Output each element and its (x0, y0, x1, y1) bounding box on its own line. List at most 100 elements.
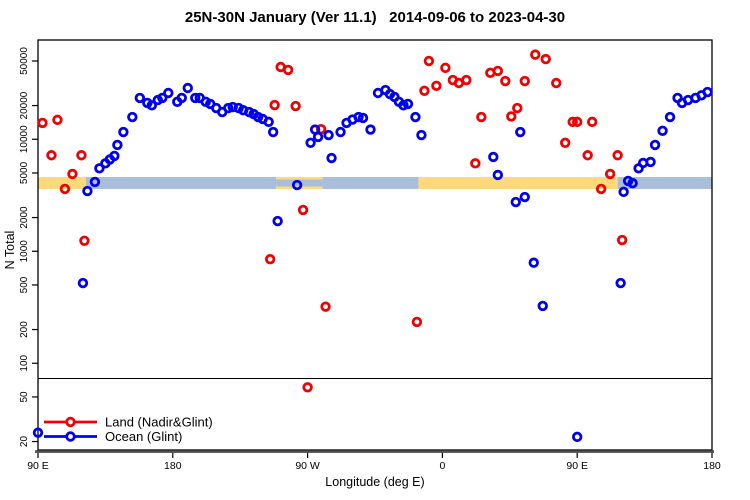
x-axis-title: Longitude (deg E) (325, 475, 425, 489)
ocean-point (127, 111, 138, 123)
land-point (46, 150, 57, 161)
land-point (79, 235, 90, 246)
land-point (512, 102, 523, 114)
ocean-point (537, 300, 548, 312)
ocean-point (410, 111, 421, 123)
land-point (269, 99, 280, 111)
y-tick-label: 10000 (19, 125, 30, 153)
ocean-point (134, 92, 146, 104)
land-point (470, 158, 481, 169)
land-point (530, 49, 541, 60)
y-tick-label: 1000 (19, 240, 30, 263)
ocean-point (488, 151, 499, 163)
ocean-point (263, 116, 274, 128)
x-tick-label: 90 E (27, 460, 49, 472)
land-point (500, 75, 511, 87)
ocean-point (267, 126, 279, 138)
ocean-point (357, 112, 369, 124)
ocean-point (112, 139, 123, 151)
x-tick-label: 180 (164, 460, 182, 472)
ocean-point (515, 126, 526, 138)
y-tick-label: 500 (19, 276, 30, 293)
land-point (519, 75, 530, 87)
land-point (492, 65, 504, 77)
y-tick-label: 50000 (19, 47, 30, 75)
ocean-point (528, 257, 539, 268)
land-point (76, 150, 87, 161)
chart-title: 25N-30N January (Ver 11.1) 2014-09-06 to… (184, 9, 566, 26)
ocean-point (615, 277, 626, 289)
ocean-point (649, 139, 661, 151)
legend-label: Land (Nadir&Glint) (105, 415, 213, 430)
land-point (423, 55, 435, 67)
land-point (604, 168, 616, 180)
ocean-point (163, 87, 174, 99)
y-tick-label: 100 (19, 354, 30, 371)
land-point (59, 183, 71, 195)
land-point (297, 204, 309, 216)
land-point (290, 100, 301, 112)
land-point (595, 183, 607, 195)
ocean-point (176, 92, 187, 104)
ocean-point (118, 126, 129, 138)
ocean-point (32, 427, 44, 438)
y-axis-title: N Total (3, 230, 17, 270)
land-point (302, 382, 313, 393)
legend-label: Ocean (Glint) (105, 429, 182, 444)
ocean-point (77, 277, 89, 289)
land-point (560, 137, 571, 149)
land-point (551, 77, 562, 89)
ocean-point (109, 150, 120, 162)
ocean-point (627, 178, 638, 189)
x-tick-label: 90 E (566, 460, 588, 472)
land-point (431, 80, 442, 92)
ocean-point (702, 86, 713, 98)
land-point (264, 253, 276, 265)
ocean-point (492, 169, 504, 181)
ocean-point (519, 191, 530, 203)
land-point (282, 64, 294, 76)
ocean-point (227, 101, 238, 113)
ocean-point (305, 137, 316, 149)
x-tick-label: 180 (703, 460, 721, 472)
y-tick-label: 50 (19, 391, 30, 403)
ocean-point (312, 131, 324, 143)
sampling-band-segment (617, 177, 712, 189)
sampling-band-segment (322, 177, 419, 189)
y-tick-label: 5000 (19, 161, 30, 184)
sampling-band-segment (38, 177, 86, 189)
land-point (461, 74, 472, 86)
land-point (67, 168, 78, 180)
ocean-point (335, 126, 346, 138)
ocean-point (402, 98, 414, 110)
legend-marker (65, 431, 76, 442)
ocean-point (416, 129, 427, 141)
land-point (476, 111, 487, 123)
ocean-point (510, 196, 521, 208)
plot-border (37, 39, 713, 451)
ocean-point (645, 156, 656, 168)
land-point (506, 111, 517, 122)
ocean-point (94, 163, 105, 174)
land-point (567, 116, 578, 128)
x-tick-label: 0 (439, 460, 445, 472)
y-tick-label: 20 (19, 436, 30, 448)
land-point (612, 150, 623, 161)
ocean-point (89, 176, 101, 188)
land-point (572, 116, 583, 128)
land-point (616, 234, 628, 246)
ocean-point (146, 100, 158, 111)
ocean-point (618, 186, 629, 198)
ocean-point (323, 129, 334, 141)
land-point (582, 150, 593, 161)
land-point (411, 316, 423, 328)
sampling-band-segment (85, 177, 277, 189)
ocean-point (365, 124, 376, 135)
ocean-point (657, 125, 668, 137)
x-tick-label: 90 W (295, 460, 320, 472)
land-point (320, 301, 331, 312)
ocean-point (157, 92, 168, 104)
land-point (37, 117, 48, 129)
